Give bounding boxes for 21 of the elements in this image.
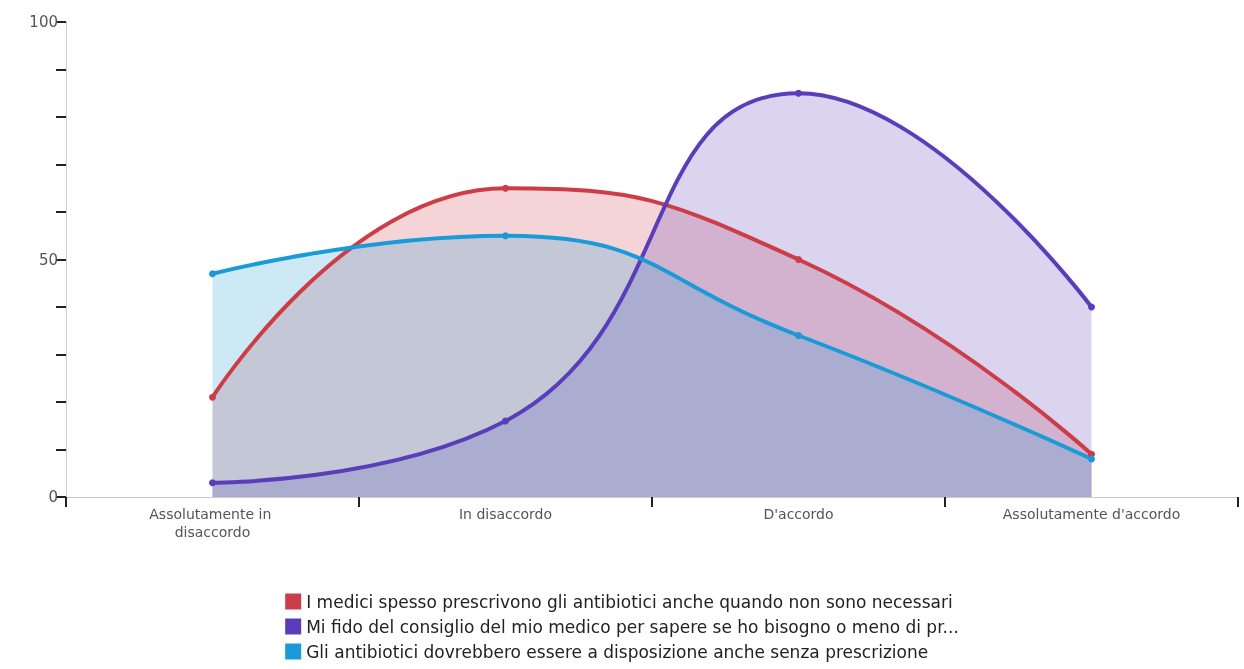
point <box>209 479 216 487</box>
legend-label: I medici spesso prescrivono gli antibiotici anche quando non sono necessari <box>306 591 953 612</box>
point <box>795 256 802 263</box>
legend-label: Gli antibiotici dovrebbero essere a disposizione anche senza prescrizione <box>306 641 929 662</box>
point <box>1088 303 1095 311</box>
point <box>502 232 509 240</box>
point <box>1088 455 1095 463</box>
legend-label: Mi fido del consiglio del mio medico per sapere se ho bisogno o meno di pr... <box>306 616 959 637</box>
x-tick-label: Assolutamente in disaccordo <box>149 506 276 540</box>
point <box>795 89 802 97</box>
point <box>502 417 509 425</box>
y-tick-label: 100 <box>29 13 58 31</box>
x-tick-label: In disaccordo <box>458 506 553 522</box>
x-tick-label: D'accordo <box>763 506 834 522</box>
y-tick-label: 50 <box>38 250 58 269</box>
point <box>502 184 509 192</box>
point <box>209 270 216 278</box>
point <box>209 393 216 401</box>
point <box>795 332 802 339</box>
x-tick-label: Assolutamente d'accordo <box>1002 506 1181 522</box>
y-tick-label: 0 <box>48 488 58 506</box>
